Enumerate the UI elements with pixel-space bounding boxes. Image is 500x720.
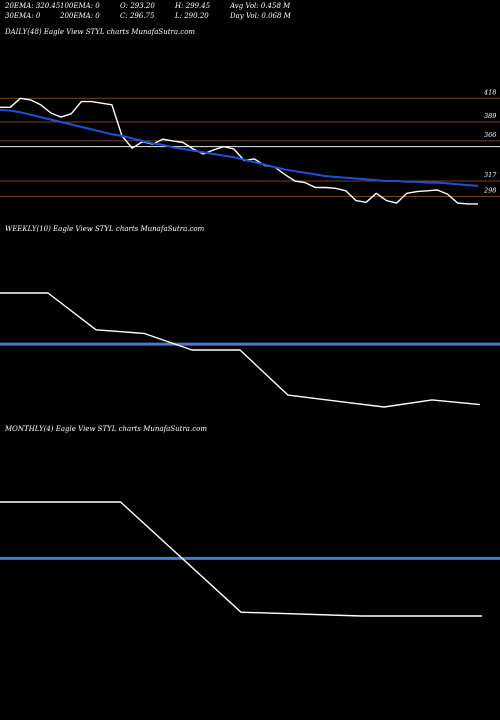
weekly-price-line [0,292,481,408]
daily-panel-label: DAILY(48) Eagle View STYL charts MunafaS… [5,28,196,36]
stat-200ema: 200EMA: 0 [60,12,100,20]
stat-20ema: 20EMA: 320.45 [5,2,61,10]
daily-ema-line [0,108,479,187]
weekly-panel-label: WEEKLY(10) Eagle View STYL charts Munafa… [5,225,205,233]
stat-high: H: 299.45 [175,2,211,10]
stat-day-vol: Day Vol: 0.068 M [230,12,291,20]
stat-close: C: 296.75 [120,12,155,20]
stat-low: L: 290.20 [175,12,209,20]
monthly-panel-label: MONTHLY(4) Eagle View STYL charts Munafa… [5,425,207,433]
monthly-price-line [0,501,482,617]
stat-100ema: 100EMA: 0 [60,2,100,10]
daily-price-line [0,97,478,205]
daily-y-tick-label: 317 [484,171,497,179]
stat-open: O: 293.20 [120,2,155,10]
daily-y-tick-label: 418 [483,88,496,96]
daily-y-tick-label: 298 [483,187,496,195]
stat-avg-vol: Avg Vol: 0.458 M [230,2,291,10]
daily-y-tick-label: 389 [484,112,496,120]
daily-y-tick-label: 366 [484,131,496,139]
stat-30ema: 30EMA: 0 [5,12,41,20]
